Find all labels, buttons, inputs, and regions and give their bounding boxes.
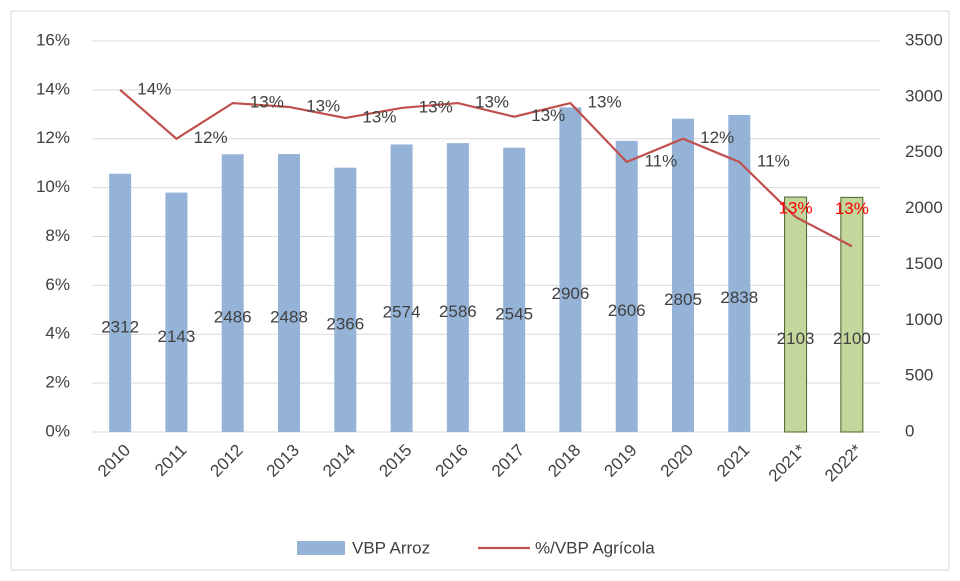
annotation: 13% (835, 199, 869, 218)
y-tick-label: 0% (45, 421, 70, 440)
y2-tick-label: 1500 (905, 254, 943, 273)
bar-value-label: 2545 (495, 304, 533, 323)
bar-value-label: 2805 (664, 290, 702, 309)
line-value-label: 11% (644, 151, 677, 170)
bar (672, 118, 694, 433)
line-value-label: 13% (531, 106, 565, 125)
bar (390, 144, 413, 432)
line-value-label: 11% (757, 151, 790, 170)
bar-value-label: 2143 (158, 327, 196, 346)
bar (559, 107, 582, 433)
legend-label: %/VBP Agrícola (535, 538, 655, 557)
bar (840, 196, 864, 433)
y2-tick-label: 500 (905, 366, 933, 385)
bar-value-label: 2606 (608, 301, 646, 320)
legend-label: VBP Arroz (352, 538, 430, 557)
bar-value-label: 2366 (326, 314, 364, 333)
line-value-label: 14% (137, 79, 171, 98)
bar-value-label: 2586 (439, 302, 477, 321)
bar-value-label: 2574 (383, 303, 421, 322)
bar (334, 167, 357, 432)
line-value-label: 13% (475, 93, 509, 112)
line-value-label: 13% (419, 97, 453, 116)
line-value-label: 13% (588, 93, 622, 112)
line-value-label: 13% (362, 107, 396, 126)
bar (784, 196, 808, 433)
line-value-label: 13% (250, 93, 284, 112)
y-tick-label: 8% (45, 226, 70, 245)
y-tick-label: 14% (36, 79, 70, 98)
line-value-label: 12% (194, 128, 228, 147)
bar (278, 154, 300, 432)
y2-tick-label: 1000 (905, 310, 943, 329)
line-value-label: 13% (306, 96, 340, 115)
line-series (119, 89, 853, 248)
bar-value-label: 2906 (552, 284, 590, 303)
bar-value-label: 2486 (214, 308, 252, 327)
bar (109, 173, 132, 433)
bar (165, 192, 188, 432)
bar (221, 154, 244, 432)
y2-tick-label: 3500 (905, 30, 943, 49)
y2-tick-label: 3000 (905, 86, 943, 105)
line-value-label: 12% (700, 128, 734, 147)
legend-swatch (297, 541, 345, 555)
y-tick-label: 16% (36, 30, 70, 49)
bar (728, 114, 751, 432)
y-tick-label: 6% (45, 275, 70, 294)
y2-tick-label: 2500 (905, 142, 943, 161)
bar-value-label: 2100 (833, 329, 871, 348)
y-tick-label: 12% (36, 128, 70, 147)
bar (615, 140, 638, 433)
bar (503, 147, 526, 433)
y-tick-label: 4% (45, 324, 70, 343)
y2-tick-label: 0 (905, 421, 914, 440)
y2-tick-label: 2000 (905, 198, 943, 217)
bar-value-label: 2838 (720, 288, 758, 307)
annotation: 13% (779, 199, 813, 218)
bar-value-label: 2488 (270, 308, 308, 327)
y-tick-label: 2% (45, 373, 70, 392)
bar-value-label: 2312 (101, 317, 139, 336)
bar-value-label: 2103 (777, 329, 815, 348)
y-tick-label: 10% (36, 177, 70, 196)
bar (446, 143, 469, 432)
